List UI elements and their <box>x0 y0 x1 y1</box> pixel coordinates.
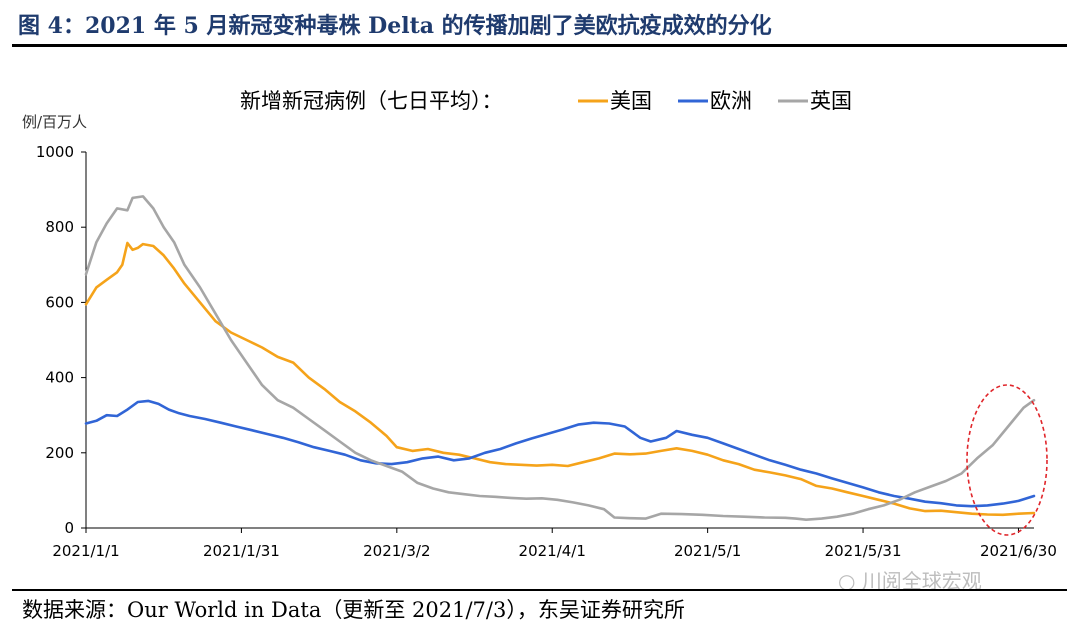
line-chart: 新增新冠病例（七日平均）： 美国 欧洲 英国 例/百万人 0 200 400 600 800… <box>22 89 1057 560</box>
highlight-ellipse <box>966 384 1048 536</box>
legend: 新增新冠病例（七日平均）： 美国 欧洲 英国 <box>240 89 852 113</box>
y-tick-label: 200 <box>45 444 74 462</box>
x-tick-label: 2021/5/31 <box>825 542 902 560</box>
series-layer <box>84 195 1036 521</box>
y-tick-label: 800 <box>45 218 74 236</box>
y-axis-unit: 例/百万人 <box>22 113 87 131</box>
y-tick-label: 0 <box>64 519 74 537</box>
footer-divider <box>12 589 1067 591</box>
legend-label: 欧洲 <box>710 89 752 113</box>
x-tick-label: 2021/3/2 <box>363 542 430 560</box>
series-line-欧洲 <box>84 399 1036 508</box>
x-tick-label: 2021/6/30 <box>980 542 1057 560</box>
chart-title: 新增新冠病例（七日平均）： <box>240 89 503 113</box>
legend-label: 英国 <box>810 89 852 113</box>
y-tick-label: 1000 <box>36 143 74 161</box>
axes: 0 200 400 600 800 1000 2021/1/1 2021/1/31 2021/3… <box>36 143 1057 560</box>
x-tick-label: 2021/4/1 <box>519 542 586 560</box>
title-divider <box>12 44 1067 47</box>
legend-label: 美国 <box>610 89 652 113</box>
y-tick-label: 400 <box>45 369 74 387</box>
series-line-英国 <box>84 195 1036 521</box>
x-tick-label: 2021/1/31 <box>203 542 280 560</box>
source-note: 数据来源：Our World in Data（更新至 2021/7/3），东吴证… <box>22 598 685 622</box>
y-tick-label: 600 <box>45 293 74 311</box>
series-line-美国 <box>84 241 1036 517</box>
legend-items: 美国 欧洲 英国 <box>578 89 852 113</box>
x-tick-label: 2021/1/1 <box>52 542 119 560</box>
x-tick-label: 2021/5/1 <box>674 542 741 560</box>
wechat-icon: ○ <box>838 569 856 593</box>
figure-title: 图 4：2021 年 5 月新冠变种毒株 Delta 的传播加剧了美欧抗疫成效的… <box>18 13 772 39</box>
